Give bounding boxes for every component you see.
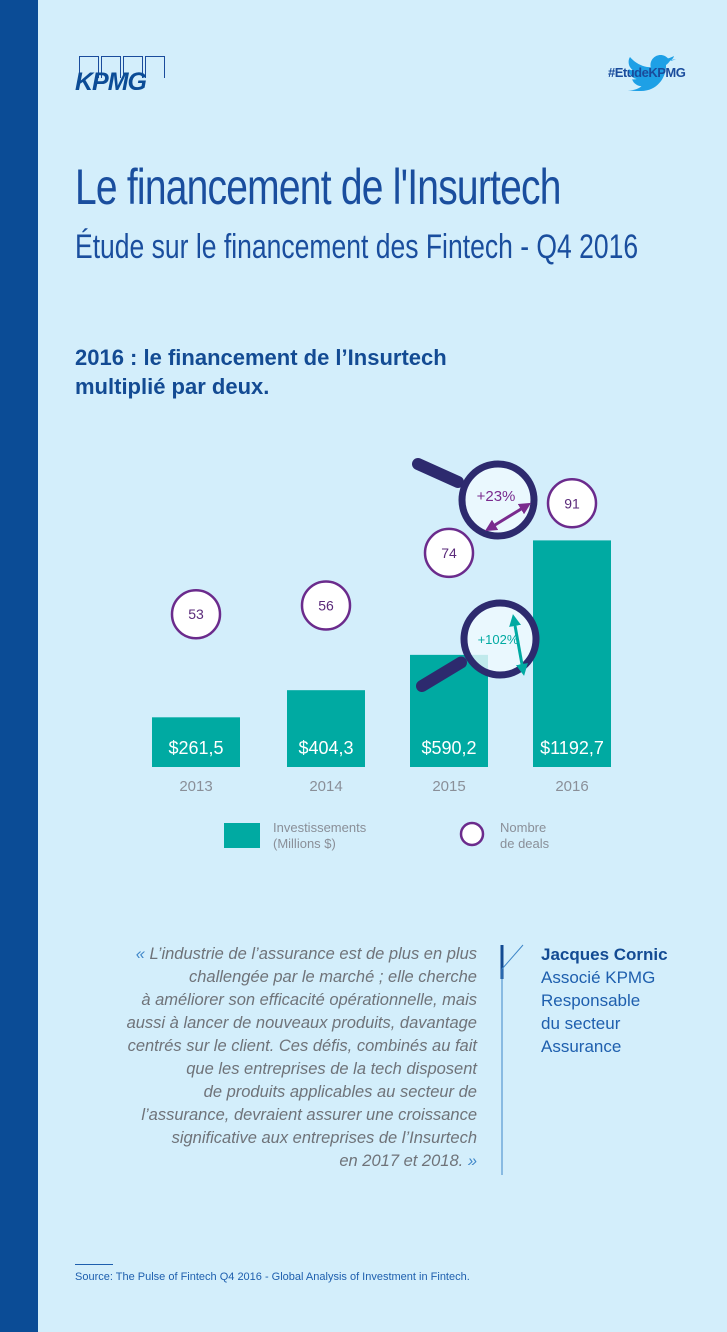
deal-label-2016: 91	[564, 495, 580, 511]
quote-line: en 2017 et 2018. »	[339, 1152, 477, 1170]
investment-chart: $261,5 $404,3 $590,2 $1192,7 53 56 74 91 +23% +…	[152, 458, 611, 851]
headline-line-1: 2016 : le financement de l’Insurtech	[75, 345, 447, 370]
headline: 2016 : le financement de l’Insurtech mul…	[75, 343, 447, 401]
bar-2016	[533, 540, 611, 767]
magnifier-handle-icon	[416, 656, 467, 692]
legend-circle-label-2: de deals	[500, 836, 550, 851]
bar-label-2013: $261,5	[168, 738, 223, 758]
headline-line-2: multiplié par deux.	[75, 374, 270, 399]
side-strip	[0, 0, 38, 1332]
kpmg-logo: KPMG	[75, 56, 167, 96]
deal-circle-2015	[423, 527, 475, 579]
quote: « L’industrie de l’assurance est de plus…	[70, 943, 477, 1173]
deal-label-2013: 53	[188, 606, 204, 622]
quote-connector	[500, 944, 524, 1175]
bar-label-2015: $590,2	[421, 738, 476, 758]
quote-line: challengée par le marché ; elle cherche	[188, 968, 477, 986]
legend-bar-label-2: (Millions $)	[273, 836, 336, 851]
legend-bar-label-1: Investissements	[273, 820, 367, 835]
magnifier-annotation: +102%	[416, 599, 540, 692]
bar-label-2014: $404,3	[298, 738, 353, 758]
author-role-line: du secteur	[541, 1014, 621, 1033]
quote-line: de produits applicables au secteur de	[203, 1083, 477, 1101]
quote-line: l’assurance, devraient assurer une crois…	[141, 1106, 477, 1124]
deal-label-2015: 74	[441, 545, 457, 561]
quote-line: significative aux entreprises de l’Insur…	[171, 1129, 477, 1147]
deal-circle-2013	[170, 588, 222, 640]
year-label-2016: 2016	[555, 778, 588, 795]
legend: Investissements (Millions $) Nombre de d…	[224, 820, 550, 851]
author-name: Jacques Cornic	[541, 945, 668, 964]
year-label-2013: 2013	[179, 778, 212, 795]
bar-2013	[152, 717, 240, 767]
author-role-line: Associé KPMG	[541, 968, 656, 987]
legend-circle-label-1: Nombre	[500, 820, 546, 835]
year-label-2015: 2015	[432, 778, 465, 795]
page-title: Le financement de l'Insurtech	[75, 159, 561, 215]
source-divider	[75, 1264, 113, 1265]
bar-label-2016: $1192,7	[540, 738, 604, 758]
page-subtitle: Étude sur le financement des Fintech - Q…	[75, 228, 639, 266]
legend-bar-swatch	[224, 823, 260, 848]
bar-2014	[287, 690, 365, 767]
quote-line: « L’industrie de l’assurance est de plus…	[135, 945, 477, 963]
deal-label-2014: 56	[318, 597, 334, 613]
annotation-label: +23%	[477, 488, 516, 505]
hashtag-badge[interactable]: #EtudeKPMG	[598, 55, 698, 91]
quote-line: à améliorer son efficacité opérationnell…	[141, 991, 477, 1009]
twitter-bird-icon	[626, 55, 676, 91]
source-note: Source: The Pulse of Fintech Q4 2016 - G…	[75, 1271, 470, 1283]
annotation-label: +102%	[478, 632, 519, 647]
quote-line: que les entreprises de la tech disposent	[186, 1060, 477, 1078]
magnifier-handle-icon	[412, 458, 464, 488]
double-arrow-icon	[509, 614, 528, 676]
quote-line: centrés sur le client. Ces défis, combin…	[127, 1037, 477, 1055]
quote-line: aussi à lancer de nouveaux produits, dav…	[126, 1014, 477, 1032]
year-label-2014: 2014	[309, 778, 342, 795]
double-arrow-icon	[484, 502, 532, 532]
author-role-line: Assurance	[541, 1037, 622, 1056]
hashtag-text[interactable]: #EtudeKPMG	[608, 65, 686, 80]
author-role-line: Responsable	[541, 991, 641, 1010]
quote-author: Jacques Cornic Associé KPMG Responsable du…	[541, 943, 668, 1058]
legend-circle-swatch	[459, 821, 485, 847]
logo-text: KPMG	[75, 68, 147, 96]
deal-circle-2014	[300, 580, 352, 631]
magnifier-annotation: +23%	[412, 458, 538, 540]
deal-circle-2016	[546, 478, 598, 529]
